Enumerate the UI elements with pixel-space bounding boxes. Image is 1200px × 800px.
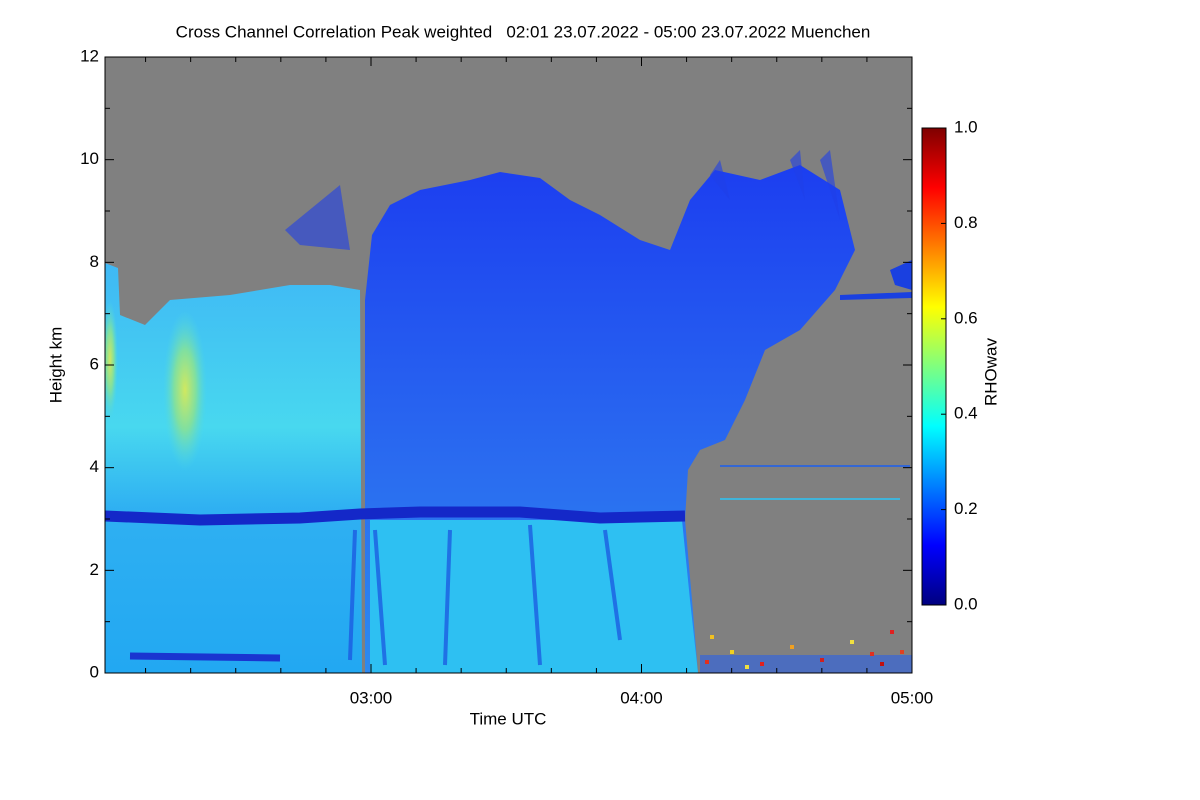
noise-points — [700, 465, 912, 673]
y-tick-label: 10 — [80, 149, 99, 168]
high-correlation-patch — [163, 310, 207, 470]
colorbar-tick-label: 0.4 — [954, 404, 978, 423]
chart-title: Cross Channel Correlation Peak weighted … — [176, 22, 871, 41]
y-axis-label: Height km — [46, 327, 65, 404]
colorbar — [921, 127, 947, 606]
x-axis-label: Time UTC — [470, 709, 547, 728]
heatmap-image — [105, 57, 912, 673]
y-tick-label: 0 — [90, 662, 99, 681]
y-tick-label: 12 — [80, 46, 99, 65]
y-tick-label: 8 — [90, 252, 99, 271]
y-tick-label: 4 — [90, 457, 99, 476]
colorbar-tick-label: 0.6 — [954, 308, 978, 327]
y-tick-label: 6 — [90, 354, 99, 373]
y-tick-label: 2 — [90, 560, 99, 579]
upper-left-cloud — [105, 263, 362, 673]
melting-layer — [105, 506, 686, 526]
colorbar-tick-label: 0.8 — [954, 213, 978, 232]
x-tick-label: 03:00 — [350, 688, 393, 707]
x-tick-label: 04:00 — [620, 688, 663, 707]
colorbar-tick-label: 0.2 — [954, 499, 978, 518]
high-correlation-patch — [105, 300, 118, 420]
right-aerosol — [840, 260, 912, 300]
colorbar-label: RHOwav — [981, 337, 1000, 406]
cloud-fringe — [285, 150, 840, 250]
low-layer — [129, 652, 281, 662]
colorbar-tick-label: 0.0 — [954, 594, 978, 613]
x-tick-label: 05:00 — [891, 688, 934, 707]
fall-streaks — [348, 524, 622, 666]
colorbar-tick-label: 1.0 — [954, 117, 978, 136]
